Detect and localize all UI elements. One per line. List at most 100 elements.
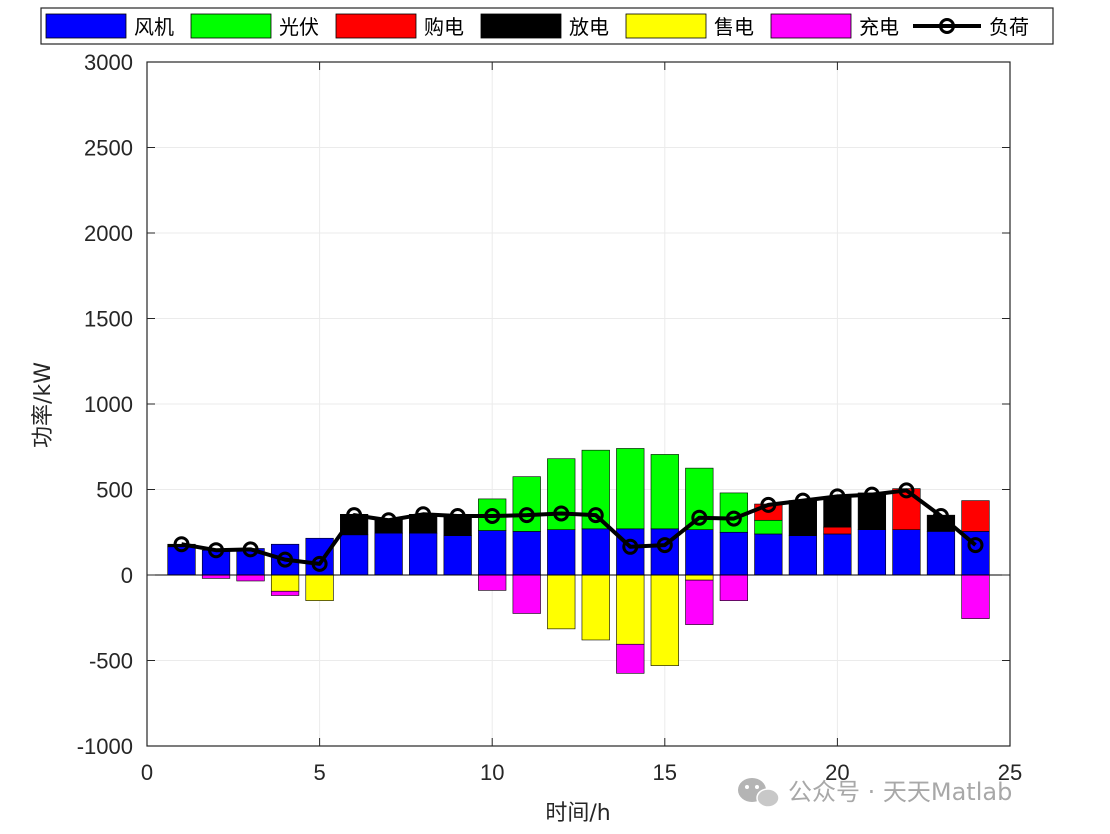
load-point — [484, 508, 501, 525]
bar-segment — [340, 534, 369, 576]
bar-segment — [270, 590, 300, 596]
bar-segment — [547, 458, 576, 530]
x-tick-label: 0 — [141, 760, 153, 785]
bar-segment — [443, 535, 472, 576]
bar-segment — [754, 533, 783, 576]
load-point — [346, 507, 363, 524]
load-point — [415, 506, 432, 523]
load-point — [691, 509, 708, 526]
bar-segment — [650, 454, 679, 530]
bar-segment — [443, 515, 472, 536]
bars — [167, 448, 990, 674]
bar-segment — [616, 574, 645, 645]
load-point — [932, 508, 949, 525]
bar-segment — [512, 476, 541, 532]
bar-segment — [857, 492, 887, 530]
wechat-icon — [738, 778, 780, 808]
x-tick-label: 25 — [998, 760, 1022, 785]
bar-segment — [823, 526, 852, 535]
bar-segment — [685, 467, 714, 530]
legend-entry: 风机 — [45, 13, 174, 39]
load-point — [242, 541, 259, 558]
load-point — [863, 486, 880, 503]
y-tick-label: -1000 — [77, 734, 133, 759]
y-tick-label: 500 — [96, 478, 133, 503]
legend-label: 风机 — [134, 15, 174, 39]
y-tick-label: 0 — [121, 563, 133, 588]
watermark: 公众号 · 天天Matlab — [738, 778, 1012, 808]
bar-segment — [719, 574, 748, 601]
load-point — [277, 551, 294, 568]
bar-segment — [581, 574, 610, 641]
legend-label: 负荷 — [989, 15, 1029, 39]
load-point — [449, 508, 466, 525]
load-point — [173, 536, 190, 553]
legend-swatch — [770, 13, 852, 39]
y-tick-label: 1000 — [84, 392, 133, 417]
x-axis-label: 时间/h — [545, 801, 610, 826]
bar-segment — [685, 579, 714, 625]
bar-segment — [512, 531, 541, 576]
load-line — [173, 482, 984, 572]
load-point — [760, 496, 777, 513]
load-series-line — [181, 488, 977, 566]
legend-entry: 负荷 — [913, 15, 1029, 39]
bar-segment — [547, 574, 576, 630]
load-point — [518, 507, 535, 524]
bar-segment — [823, 533, 852, 576]
legend: 风机 光伏 购电 放电 售电 充电 负荷 — [40, 7, 1054, 45]
load-point — [208, 542, 225, 559]
legend-label: 充电 — [859, 15, 899, 39]
load-point — [622, 538, 639, 555]
bar-segment — [961, 574, 990, 619]
bar-segment — [616, 448, 645, 530]
y-tick-label: 2000 — [84, 221, 133, 246]
legend-label: 购电 — [424, 15, 464, 39]
bar-segment — [201, 549, 231, 576]
legend-swatch — [190, 13, 272, 39]
y-tick-label: 3000 — [84, 50, 133, 75]
legend-label: 放电 — [569, 15, 609, 39]
bar-segment — [754, 519, 783, 535]
bar-segment — [719, 531, 748, 576]
bar-segment — [547, 529, 576, 576]
axes: 0 5 10 15 20 25 -1000 -500 0 500 1000 1500 2000 2500 3… — [77, 50, 1023, 785]
legend-marker — [939, 18, 955, 34]
bar-segment — [409, 532, 438, 576]
bar-segment — [581, 528, 610, 576]
bar-segment — [478, 530, 507, 576]
bar-segment — [616, 643, 645, 674]
bar-segment — [961, 500, 990, 532]
bar-segment — [270, 574, 300, 592]
bar-segment — [685, 574, 714, 581]
load-point — [725, 510, 742, 527]
y-axis-label: 功率/kW — [31, 362, 56, 448]
load-point — [380, 512, 397, 529]
legend-entry: 放电 — [480, 13, 609, 39]
legend-swatch — [45, 13, 127, 39]
legend-swatch — [335, 13, 417, 39]
bar-segment — [201, 574, 231, 579]
legend-swatch — [480, 13, 562, 39]
load-point — [898, 482, 915, 499]
x-tick-label: 5 — [313, 760, 325, 785]
bar-segment — [478, 574, 507, 591]
bar-segment — [857, 529, 887, 576]
load-point — [829, 488, 846, 505]
load-point — [587, 507, 604, 524]
y-tick-label: 2500 — [84, 136, 133, 161]
legend-entry: 购电 — [335, 13, 464, 39]
bar-segment — [305, 574, 334, 601]
bar-segment — [650, 574, 679, 666]
legend-entry: 光伏 — [190, 13, 319, 39]
x-tick-label: 15 — [653, 760, 677, 785]
legend-label: 售电 — [714, 15, 754, 39]
bar-segment — [512, 574, 541, 614]
x-tick-label: 10 — [480, 760, 504, 785]
x-tick-label: 20 — [825, 760, 849, 785]
watermark-text: 公众号 · 天天Matlab — [788, 778, 1012, 806]
legend-entry: 充电 — [770, 13, 899, 39]
bar-segment — [892, 488, 921, 530]
legend-label: 光伏 — [279, 15, 319, 39]
